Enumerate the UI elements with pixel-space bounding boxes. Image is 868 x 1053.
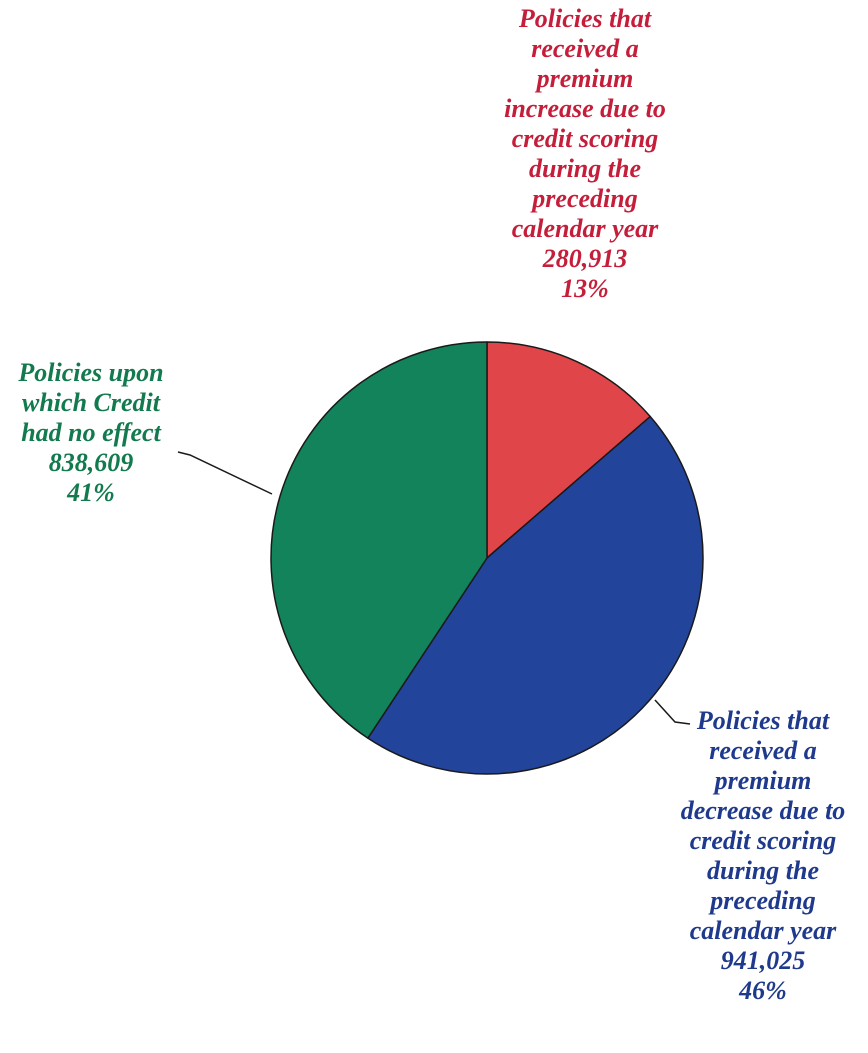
- label-line: received a: [531, 34, 639, 63]
- label-line: increase due to: [504, 94, 666, 123]
- label-line: preceding: [532, 184, 638, 213]
- leader-line-noeffect: [177, 451, 273, 495]
- leader-line-decrease: [654, 699, 691, 725]
- label-line: credit scoring: [689, 826, 837, 855]
- label-no-effect: Policies upon which Credit had no effect 83…: [0, 358, 182, 508]
- label-line: Policies upon: [18, 358, 164, 387]
- label-decrease: Policies that received a premium decrease d…: [658, 706, 868, 1006]
- percent-label: 13%: [561, 274, 609, 303]
- label-line: Policies that: [518, 4, 652, 33]
- count-label: 838,609: [48, 448, 134, 477]
- pie-slice-noeffect: [270, 341, 488, 739]
- label-line: preceding: [710, 886, 816, 915]
- label-line: credit scoring: [511, 124, 659, 153]
- pie-slice-increase: [486, 341, 651, 559]
- label-increase: Policies that received a premium increase d…: [470, 4, 700, 304]
- label-line: Policies that: [696, 706, 830, 735]
- label-line: premium: [714, 766, 812, 795]
- label-line: had no effect: [21, 418, 161, 447]
- label-line: premium: [536, 64, 634, 93]
- label-line: calendar year: [511, 214, 659, 243]
- count-label: 280,913: [542, 244, 628, 273]
- pie-slice-decrease: [367, 415, 704, 775]
- label-line: decrease due to: [680, 796, 846, 825]
- label-line: calendar year: [689, 916, 837, 945]
- percent-label: 46%: [739, 976, 787, 1005]
- percent-label: 41%: [67, 478, 115, 507]
- label-line: during the: [529, 154, 641, 183]
- label-line: received a: [709, 736, 817, 765]
- label-line: which Credit: [22, 388, 160, 417]
- label-line: during the: [707, 856, 819, 885]
- count-label: 941,025: [720, 946, 806, 975]
